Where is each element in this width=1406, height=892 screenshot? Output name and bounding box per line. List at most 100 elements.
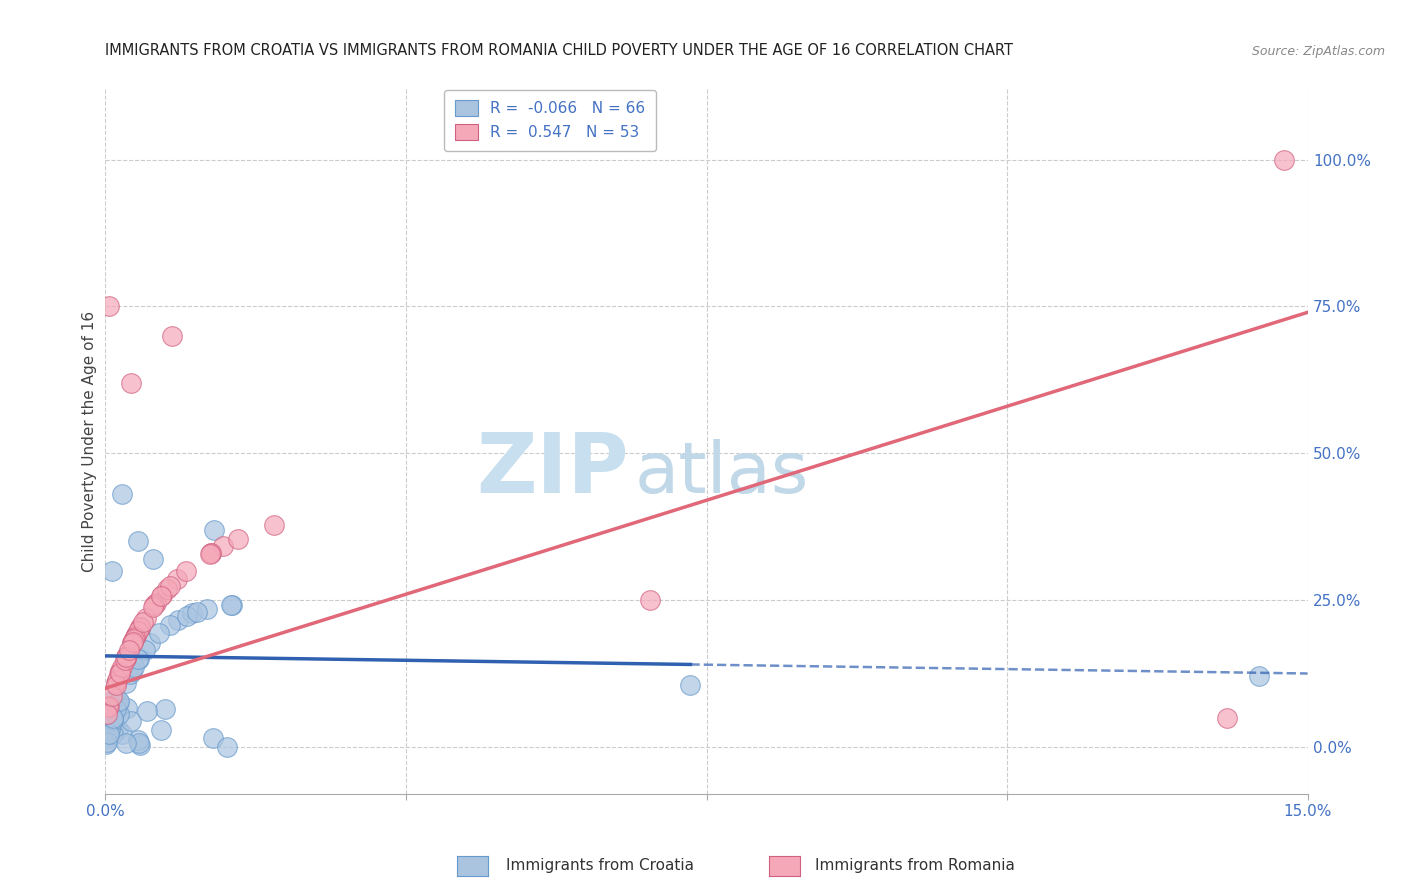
Point <box>117 701 139 715</box>
Point <box>120 667 142 681</box>
Point <box>221 598 243 612</box>
Point <box>159 579 181 593</box>
Point <box>166 572 188 586</box>
Point <box>97 300 120 314</box>
Point <box>174 564 197 578</box>
Point <box>96 735 118 749</box>
Point <box>640 593 662 607</box>
Point <box>153 701 176 715</box>
Point <box>156 582 179 597</box>
Point <box>115 648 138 663</box>
Point <box>200 546 222 560</box>
Point <box>134 642 156 657</box>
Point <box>97 698 120 713</box>
Point <box>105 676 128 690</box>
Point <box>1216 710 1239 724</box>
Point <box>108 694 131 708</box>
Point <box>111 659 134 673</box>
Text: Immigrants from Croatia: Immigrants from Croatia <box>506 858 695 872</box>
Text: atlas: atlas <box>634 439 808 508</box>
Point <box>139 636 162 650</box>
Point <box>114 651 136 665</box>
Point <box>1272 153 1295 167</box>
Point <box>221 598 243 612</box>
Point <box>148 626 170 640</box>
Point <box>97 727 120 741</box>
Point <box>127 652 149 666</box>
Point <box>96 706 118 721</box>
Point <box>98 722 121 736</box>
Text: ZIP: ZIP <box>475 429 628 510</box>
Point <box>200 546 222 560</box>
Point <box>100 724 122 739</box>
Point <box>263 517 285 532</box>
Point <box>101 713 124 727</box>
Point <box>122 632 145 646</box>
Point <box>215 739 238 754</box>
Point <box>127 534 149 549</box>
Point <box>198 547 221 561</box>
Point <box>105 673 128 688</box>
Point <box>122 659 145 673</box>
Point <box>103 711 125 725</box>
Point <box>97 731 120 746</box>
Point <box>104 677 127 691</box>
Point <box>107 695 129 709</box>
Point <box>115 676 138 690</box>
Point <box>110 664 132 678</box>
Point <box>128 651 150 665</box>
Point <box>1249 669 1271 683</box>
Point <box>212 539 235 553</box>
Point <box>97 704 120 718</box>
Point <box>108 665 131 680</box>
Point <box>128 736 150 750</box>
Point <box>101 693 124 707</box>
Point <box>115 736 138 750</box>
Text: Immigrants from Romania: Immigrants from Romania <box>815 858 1015 872</box>
Point <box>122 633 145 648</box>
Point <box>201 731 224 745</box>
Point <box>107 706 129 721</box>
Point <box>135 610 157 624</box>
Point <box>114 653 136 667</box>
Point <box>176 608 198 623</box>
Point <box>121 714 143 729</box>
Point <box>143 598 166 612</box>
Point <box>115 649 138 664</box>
Point <box>100 564 122 578</box>
Point <box>121 664 143 678</box>
Point <box>167 613 190 627</box>
Point <box>127 733 149 747</box>
Point <box>149 723 172 738</box>
Point <box>202 523 225 537</box>
Point <box>142 600 165 615</box>
Y-axis label: Child Poverty Under the Age of 16: Child Poverty Under the Age of 16 <box>82 311 97 572</box>
Point <box>226 533 249 547</box>
Point <box>150 588 173 602</box>
Point <box>103 727 125 741</box>
Point <box>121 635 143 649</box>
Point <box>129 620 152 634</box>
Point <box>125 628 148 642</box>
Point <box>195 602 218 616</box>
Point <box>128 738 150 752</box>
Text: IMMIGRANTS FROM CROATIA VS IMMIGRANTS FROM ROMANIA CHILD POVERTY UNDER THE AGE O: IMMIGRANTS FROM CROATIA VS IMMIGRANTS FR… <box>105 43 1014 58</box>
Legend: R =  -0.066   N = 66, R =  0.547   N = 53: R = -0.066 N = 66, R = 0.547 N = 53 <box>444 90 657 151</box>
Point <box>101 713 124 727</box>
Point <box>160 328 183 343</box>
Point <box>127 624 149 639</box>
Point <box>159 617 181 632</box>
Point <box>115 650 138 665</box>
Point <box>101 713 124 727</box>
Point <box>136 704 159 718</box>
Point <box>186 605 208 619</box>
Point <box>142 552 165 566</box>
Point <box>128 622 150 636</box>
Point <box>124 630 146 644</box>
Point <box>125 628 148 642</box>
Point <box>107 697 129 711</box>
Point <box>100 717 122 731</box>
Point <box>181 607 204 621</box>
Point <box>100 689 122 703</box>
Point <box>145 596 167 610</box>
